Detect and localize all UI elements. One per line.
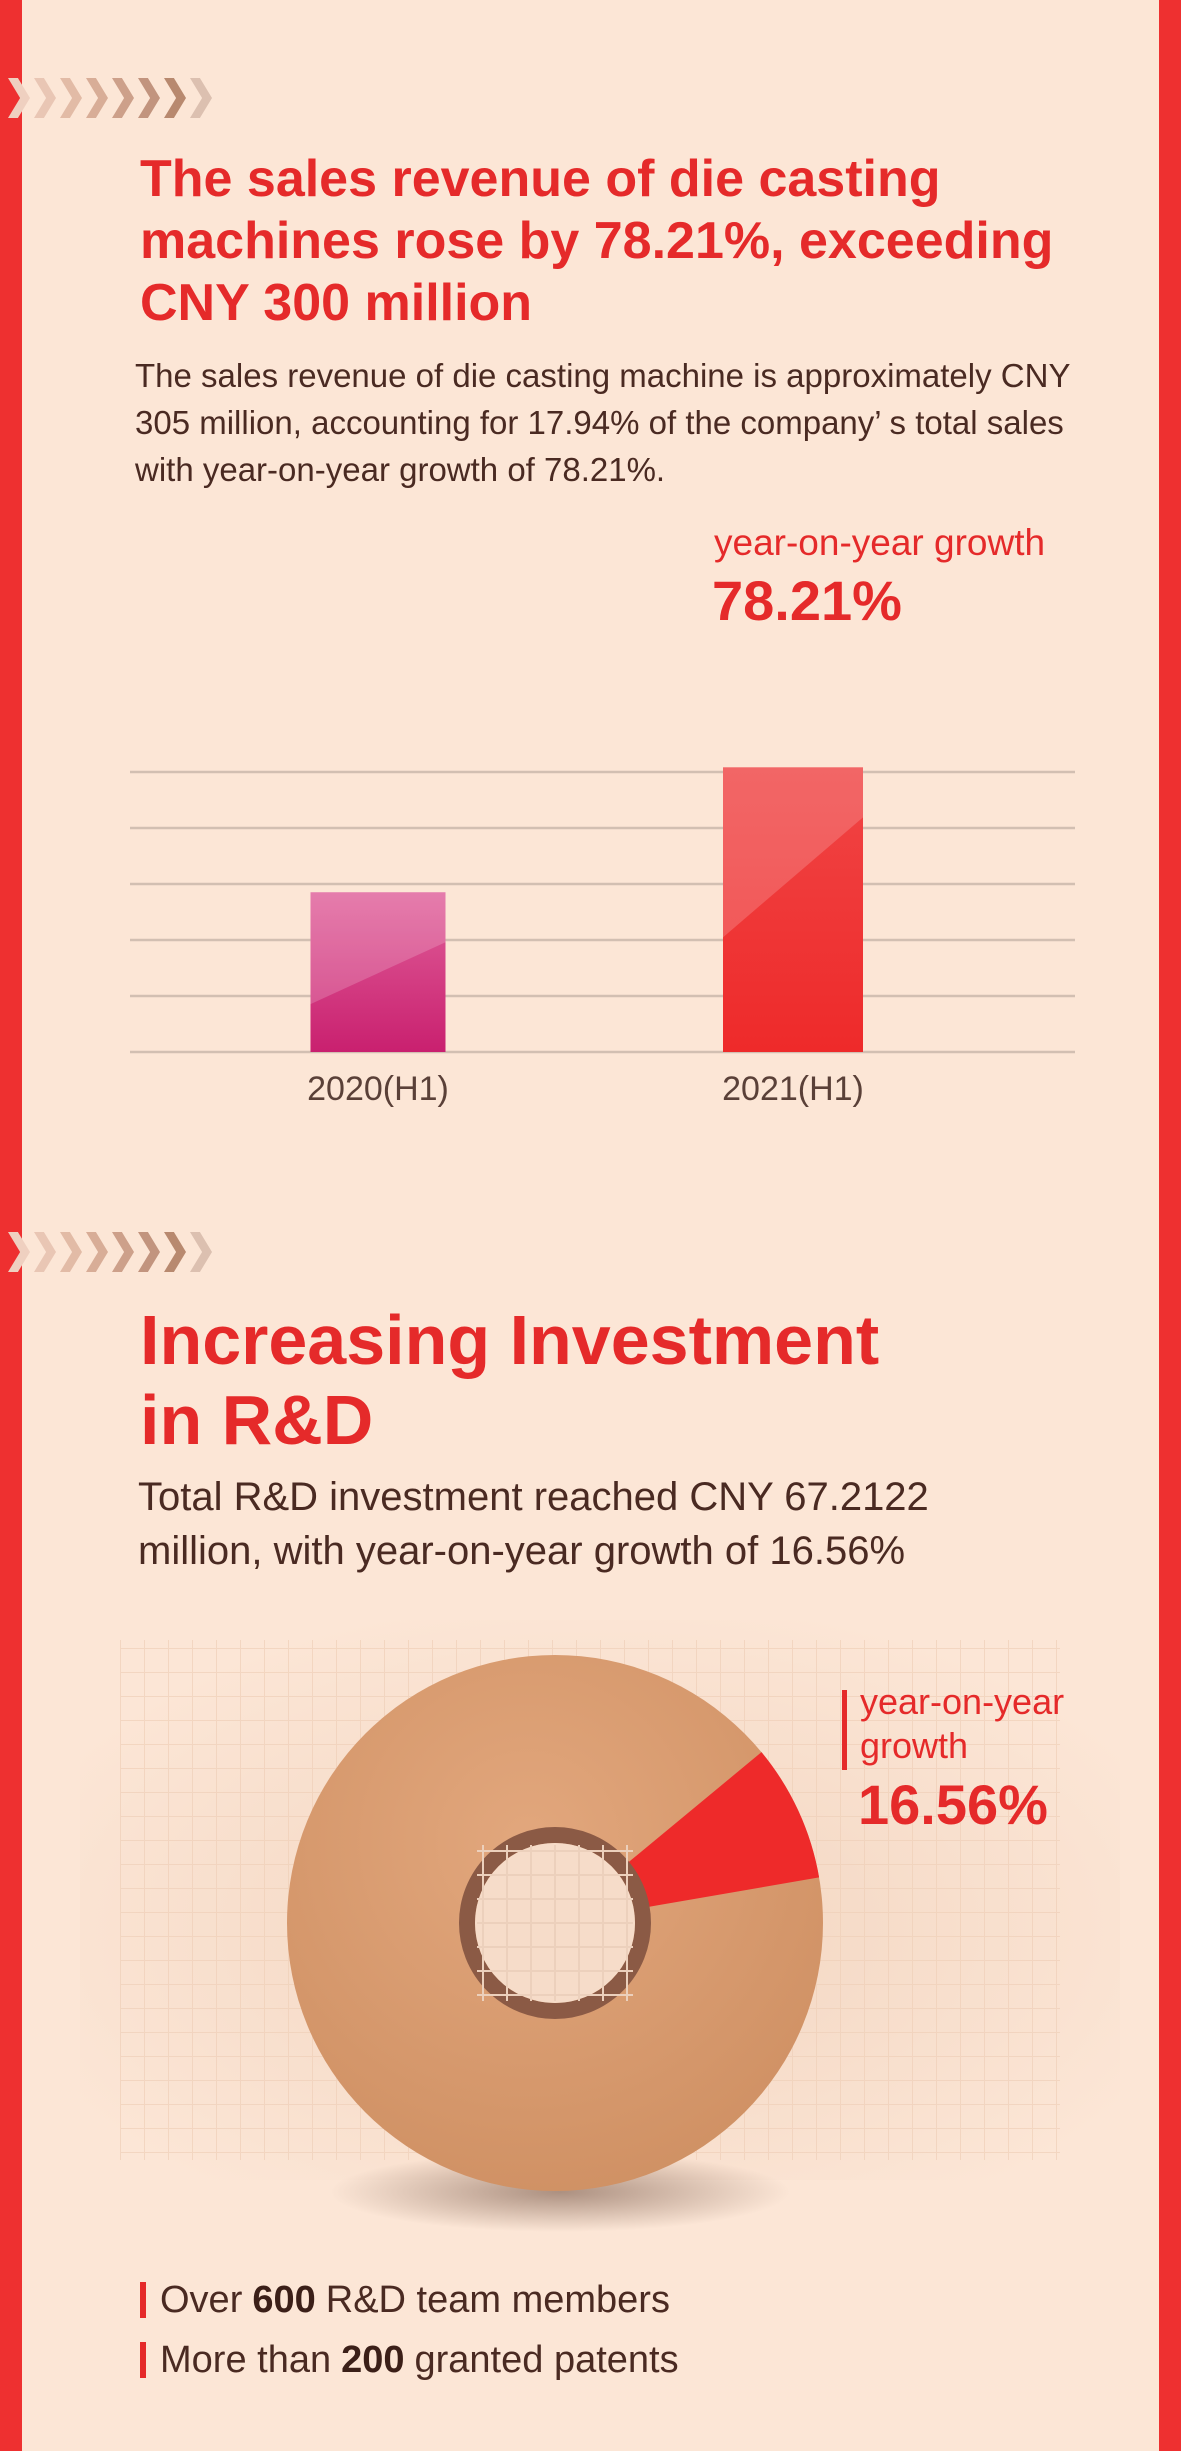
bar-highlight bbox=[723, 767, 863, 938]
highlight-suffix: R&D team members bbox=[325, 2278, 670, 2321]
section2-description: Total R&D investment reached CNY 67.2122… bbox=[138, 1475, 929, 1573]
highlight-number: 600 bbox=[252, 2278, 316, 2321]
bar-growth-label: year-on-year growth bbox=[714, 522, 1046, 563]
x-tick-label: 2021(H1) bbox=[722, 1070, 864, 1108]
section1-title: The sales revenue of die casting machine… bbox=[140, 150, 1054, 332]
section2-title-line1: Increasing Investment bbox=[140, 1301, 880, 1379]
chevron-icon bbox=[112, 1232, 134, 1272]
donut-growth-label-line1: year-on-year bbox=[860, 1681, 1065, 1722]
chevron-icon bbox=[34, 1232, 56, 1272]
chevron-icon bbox=[138, 1232, 160, 1272]
chevron-icon bbox=[112, 78, 134, 118]
highlight-number: 200 bbox=[341, 2338, 405, 2381]
donut-growth-marker bbox=[842, 1690, 847, 1770]
chevron-icon bbox=[138, 78, 160, 118]
chevron-arrows-decoration bbox=[8, 76, 212, 120]
highlight-suffix: granted patents bbox=[414, 2338, 679, 2381]
chevron-icon bbox=[60, 78, 82, 118]
bar-growth-value: 78.21% bbox=[712, 569, 902, 632]
donut-inner-ring bbox=[459, 1827, 651, 2019]
chevron-icon bbox=[8, 78, 30, 118]
highlights-list: Over 600 R&D team members More than 200 … bbox=[140, 2270, 679, 2390]
section2-title-line2: in R&D bbox=[140, 1381, 374, 1459]
bullet-marker bbox=[140, 2282, 146, 2318]
chevron-icon bbox=[86, 78, 108, 118]
highlight-prefix: More than bbox=[160, 2338, 332, 2381]
chevron-icon bbox=[86, 1232, 108, 1272]
section1-description: The sales revenue of die casting machine… bbox=[135, 357, 1070, 488]
bar-2020(H1) bbox=[310, 892, 446, 1052]
bar-chart: 2020(H1) 2021(H1) bbox=[130, 767, 1075, 1108]
donut-slice-growth bbox=[624, 1752, 820, 1908]
highlight-item: Over 600 R&D team members bbox=[140, 2270, 679, 2330]
x-tick-label: 2020(H1) bbox=[307, 1070, 449, 1108]
chevron-icon bbox=[60, 1232, 82, 1272]
right-accent-bar bbox=[1159, 0, 1181, 2451]
bullet-marker bbox=[140, 2342, 146, 2378]
highlight-prefix: Over bbox=[160, 2278, 243, 2321]
chevron-arrows-decoration-2 bbox=[8, 1230, 212, 1274]
chevron-icon bbox=[34, 78, 56, 118]
chevron-icon bbox=[164, 78, 186, 118]
donut-shadow bbox=[330, 2152, 790, 2232]
chevron-icon bbox=[190, 78, 212, 118]
bar-2021(H1) bbox=[723, 767, 863, 1052]
donut-chart bbox=[80, 1620, 1120, 2232]
highlight-item: More than 200 granted patents bbox=[140, 2330, 679, 2390]
bar-highlight bbox=[310, 892, 446, 1005]
left-accent-bar bbox=[0, 0, 22, 2451]
donut-growth-value: 16.56% bbox=[858, 1773, 1048, 1836]
donut-growth-label: year-on-year growth bbox=[860, 1680, 1064, 1768]
chevron-icon bbox=[8, 1232, 30, 1272]
donut-growth-label-line2: growth bbox=[860, 1725, 969, 1766]
chevron-icon bbox=[164, 1232, 186, 1272]
section2-title: Increasing Investment in R&D bbox=[140, 1300, 879, 1460]
chevron-icon bbox=[190, 1232, 212, 1272]
